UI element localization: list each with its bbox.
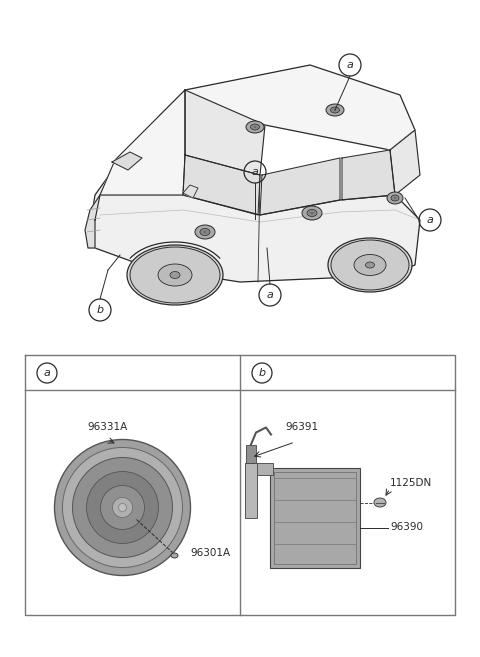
Ellipse shape: [195, 225, 215, 239]
Bar: [245, 463, 257, 518]
Polygon shape: [183, 155, 260, 215]
Ellipse shape: [374, 498, 386, 507]
Ellipse shape: [127, 245, 223, 305]
Bar: [246, 445, 256, 463]
Ellipse shape: [391, 195, 399, 201]
Ellipse shape: [119, 503, 127, 512]
Text: a: a: [347, 60, 353, 70]
Ellipse shape: [204, 231, 206, 233]
Ellipse shape: [62, 447, 182, 568]
Bar: [270, 468, 360, 568]
Ellipse shape: [387, 192, 403, 204]
Polygon shape: [100, 90, 185, 195]
Text: a: a: [252, 167, 258, 177]
Text: a: a: [427, 215, 433, 225]
Text: 96331A: 96331A: [87, 422, 128, 432]
Ellipse shape: [55, 440, 191, 576]
Text: b: b: [258, 368, 265, 378]
Text: 96391: 96391: [285, 422, 318, 432]
Ellipse shape: [112, 497, 132, 518]
Text: a: a: [44, 368, 50, 378]
Ellipse shape: [170, 271, 180, 279]
Polygon shape: [390, 130, 420, 195]
Polygon shape: [90, 195, 420, 282]
Ellipse shape: [326, 104, 344, 116]
Ellipse shape: [394, 197, 396, 199]
Polygon shape: [260, 158, 340, 215]
Text: a: a: [266, 290, 274, 300]
Polygon shape: [342, 150, 395, 200]
Ellipse shape: [307, 210, 317, 217]
Ellipse shape: [200, 229, 210, 235]
Ellipse shape: [251, 124, 260, 130]
Ellipse shape: [246, 121, 264, 133]
Ellipse shape: [130, 247, 220, 303]
Ellipse shape: [334, 109, 336, 111]
Bar: [274, 472, 356, 564]
Ellipse shape: [354, 254, 386, 275]
Text: 96390: 96390: [390, 522, 423, 533]
Ellipse shape: [86, 472, 158, 543]
Text: 1125DN: 1125DN: [390, 478, 432, 487]
Ellipse shape: [171, 553, 178, 558]
Polygon shape: [183, 185, 198, 198]
Ellipse shape: [331, 107, 339, 113]
Ellipse shape: [331, 240, 409, 290]
Ellipse shape: [158, 264, 192, 286]
Ellipse shape: [253, 126, 256, 128]
Ellipse shape: [100, 486, 144, 530]
Ellipse shape: [311, 212, 313, 214]
Polygon shape: [85, 195, 100, 248]
Polygon shape: [112, 152, 142, 170]
Text: 96301A: 96301A: [191, 547, 230, 558]
Polygon shape: [185, 90, 265, 175]
Polygon shape: [185, 65, 415, 155]
Ellipse shape: [328, 238, 412, 292]
Ellipse shape: [302, 206, 322, 220]
Polygon shape: [90, 90, 185, 225]
Text: b: b: [96, 305, 104, 315]
Ellipse shape: [72, 457, 172, 558]
Ellipse shape: [365, 262, 374, 268]
Bar: [245, 463, 273, 474]
